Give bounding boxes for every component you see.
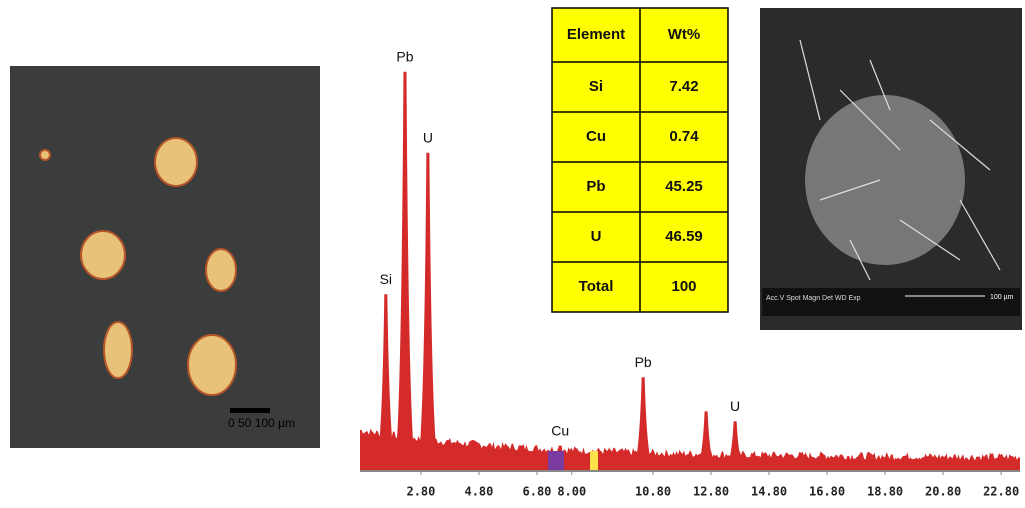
sem-cluster (805, 95, 965, 265)
peak-label: Cu (551, 422, 569, 438)
scale-bar (230, 408, 270, 413)
table-cell: 0.74 (669, 128, 699, 145)
table-cell: Si (589, 78, 603, 95)
table-cell: 100 (671, 278, 696, 295)
figure: 0 50 100 µm Acc.V Spot Magn Det WD Exp 1… (0, 0, 1025, 508)
micrograph-background (10, 66, 320, 448)
x-tick-label: 2.80 (406, 485, 435, 499)
peak-label: Si (380, 271, 392, 287)
peak-label: Pb (635, 354, 652, 370)
peak-label: Pb (396, 48, 413, 64)
table-cell: Wt% (668, 26, 701, 43)
peak (416, 153, 440, 470)
x-tick-label: 4.80 (464, 485, 493, 499)
x-tick-label: 8.00 (557, 485, 586, 499)
table-cell: 7.42 (669, 78, 698, 95)
optical-micrograph: 0 50 100 µm (10, 66, 320, 448)
peak (393, 72, 417, 470)
table-cell: Pb (586, 178, 605, 195)
x-tick-label: 20.80 (925, 485, 961, 499)
x-tick-label: 10.80 (635, 485, 671, 499)
continuum (360, 429, 1020, 470)
table-cell: Total (579, 278, 614, 295)
sem-info-bar (762, 288, 1020, 316)
x-tick-label: 22.80 (983, 485, 1019, 499)
peak-label: U (730, 398, 740, 414)
x-tick-label: 6.80 (523, 485, 552, 499)
x-tick-label: 14.80 (751, 485, 787, 499)
table-cell: Element (567, 26, 625, 43)
sem-image: Acc.V Spot Magn Det WD Exp 100 µm (760, 8, 1022, 330)
table-cell: Cu (586, 128, 606, 145)
table-cell: 45.25 (665, 178, 703, 195)
table-cell: 46.59 (665, 228, 703, 245)
marker-yellow (590, 451, 598, 470)
sem-scale-label: 100 µm (990, 294, 1014, 301)
table-cell: U (591, 228, 602, 245)
x-tick-label: 18.80 (867, 485, 903, 499)
peak-label: U (423, 129, 433, 145)
composition-table: Element Wt% Si 7.42 Cu 0.74 Pb 45.25 U 46.59 Total… (552, 8, 728, 312)
sem-info: Acc.V Spot Magn Det WD Exp (766, 295, 861, 302)
scale-label: 0 50 100 µm (228, 416, 295, 430)
x-tick-label: 16.80 (809, 485, 845, 499)
marker-purple (548, 451, 564, 470)
x-tick-label: 12.80 (693, 485, 729, 499)
